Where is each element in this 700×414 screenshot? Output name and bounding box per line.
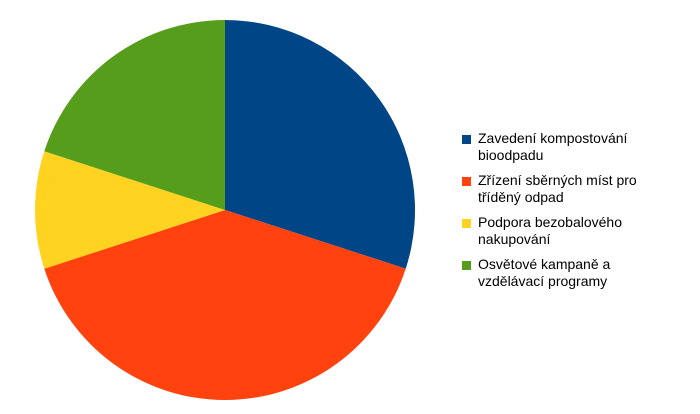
legend: Zavedení kompostování bioodpadu Zřízení s… xyxy=(462,130,677,298)
legend-item: Osvětové kampaně a vzdělávací programy xyxy=(462,256,677,290)
legend-item: Zavedení kompostování bioodpadu xyxy=(462,130,677,164)
legend-label: Osvětové kampaně a vzdělávací programy xyxy=(478,256,611,289)
legend-label: Zřízení sběrných míst pro tříděný odpad xyxy=(478,172,637,205)
pie-slice xyxy=(44,20,226,210)
legend-swatch xyxy=(462,177,471,186)
pie-slice xyxy=(34,151,225,269)
legend-label: Podpora bezobalového nakupování xyxy=(478,214,623,247)
legend-swatch xyxy=(462,135,471,144)
legend-item: Podpora bezobalového nakupování xyxy=(462,214,677,248)
pie-slice xyxy=(44,210,406,401)
legend-swatch xyxy=(462,261,471,270)
legend-item: Zřízení sběrných míst pro tříděný odpad xyxy=(462,172,677,206)
pie-slice xyxy=(225,20,415,269)
legend-swatch xyxy=(462,219,471,228)
legend-label: Zavedení kompostování bioodpadu xyxy=(478,130,628,163)
